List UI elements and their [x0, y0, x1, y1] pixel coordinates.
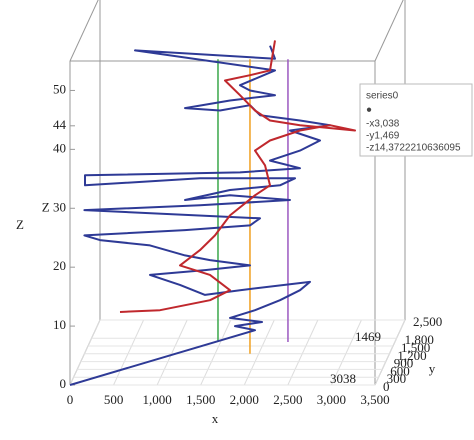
crosshair-label: 1469: [355, 329, 381, 344]
grid-line: [287, 319, 319, 386]
x-tick-label: 3,000: [317, 392, 346, 407]
x-tick-label: 0: [67, 392, 74, 407]
x-tick-label: 2,500: [273, 392, 302, 407]
z-tick-label: 0: [60, 376, 67, 391]
grid-line: [156, 319, 188, 386]
tooltip-marker: ●: [366, 105, 372, 116]
tooltip-title: series0: [366, 91, 399, 102]
box-edge: [69, 0, 99, 62]
z-tick-label: 10: [53, 317, 66, 332]
plot: [69, 40, 356, 386]
tooltip-line: -y1,469: [366, 131, 400, 142]
grid-line: [243, 319, 275, 386]
grid-line: [69, 319, 101, 386]
grid-line: [113, 319, 145, 386]
grid-line: [330, 319, 362, 386]
plot-box: 0 500 1,000 1,500 2,000 2,500 3,000 3,500030060…: [42, 0, 442, 407]
y-tick-label: 900: [394, 356, 414, 371]
crosshair-label: 3038: [330, 371, 356, 386]
x-tick-label: 1,000: [143, 392, 172, 407]
y-tick-label: 300: [387, 371, 407, 386]
y-tick-label: 1,800: [405, 332, 434, 347]
grid-line: [374, 319, 406, 386]
x-tick-label: 2,000: [230, 392, 259, 407]
series-line: [69, 45, 331, 386]
y-axis-title: y: [429, 361, 436, 376]
tooltip-line: -x3,038: [366, 119, 400, 130]
y-tick-label: 2,500: [413, 314, 442, 329]
tooltip-line: -z14,3722210636095: [366, 143, 461, 154]
z-tick-label: Z 30: [42, 199, 66, 214]
tooltip-box: [359, 83, 473, 157]
x-tick-label: 500: [104, 392, 124, 407]
y-tick-label: 0: [383, 379, 390, 394]
z-tick-label: 20: [53, 258, 66, 273]
y-tick-label: 1,200: [397, 348, 426, 363]
box-edge: [374, 0, 404, 62]
y-tick-label: 600: [390, 363, 410, 378]
z-tick-label: 40: [53, 140, 66, 155]
x-axis-title: x: [212, 411, 219, 426]
y-tick-label: 1,500: [401, 340, 430, 355]
z-axis-title: Z: [16, 217, 24, 232]
z-tick-label: 44: [53, 117, 67, 132]
grid-line: [200, 319, 232, 386]
x-tick-label: 1,500: [186, 392, 215, 407]
x-tick-label: 3,500: [360, 392, 389, 407]
z-tick-label: 50: [53, 81, 66, 96]
tooltip: series0 ● -x3,038 -y1,469 -z14,372221063…: [359, 83, 473, 157]
series-line: [119, 40, 356, 313]
